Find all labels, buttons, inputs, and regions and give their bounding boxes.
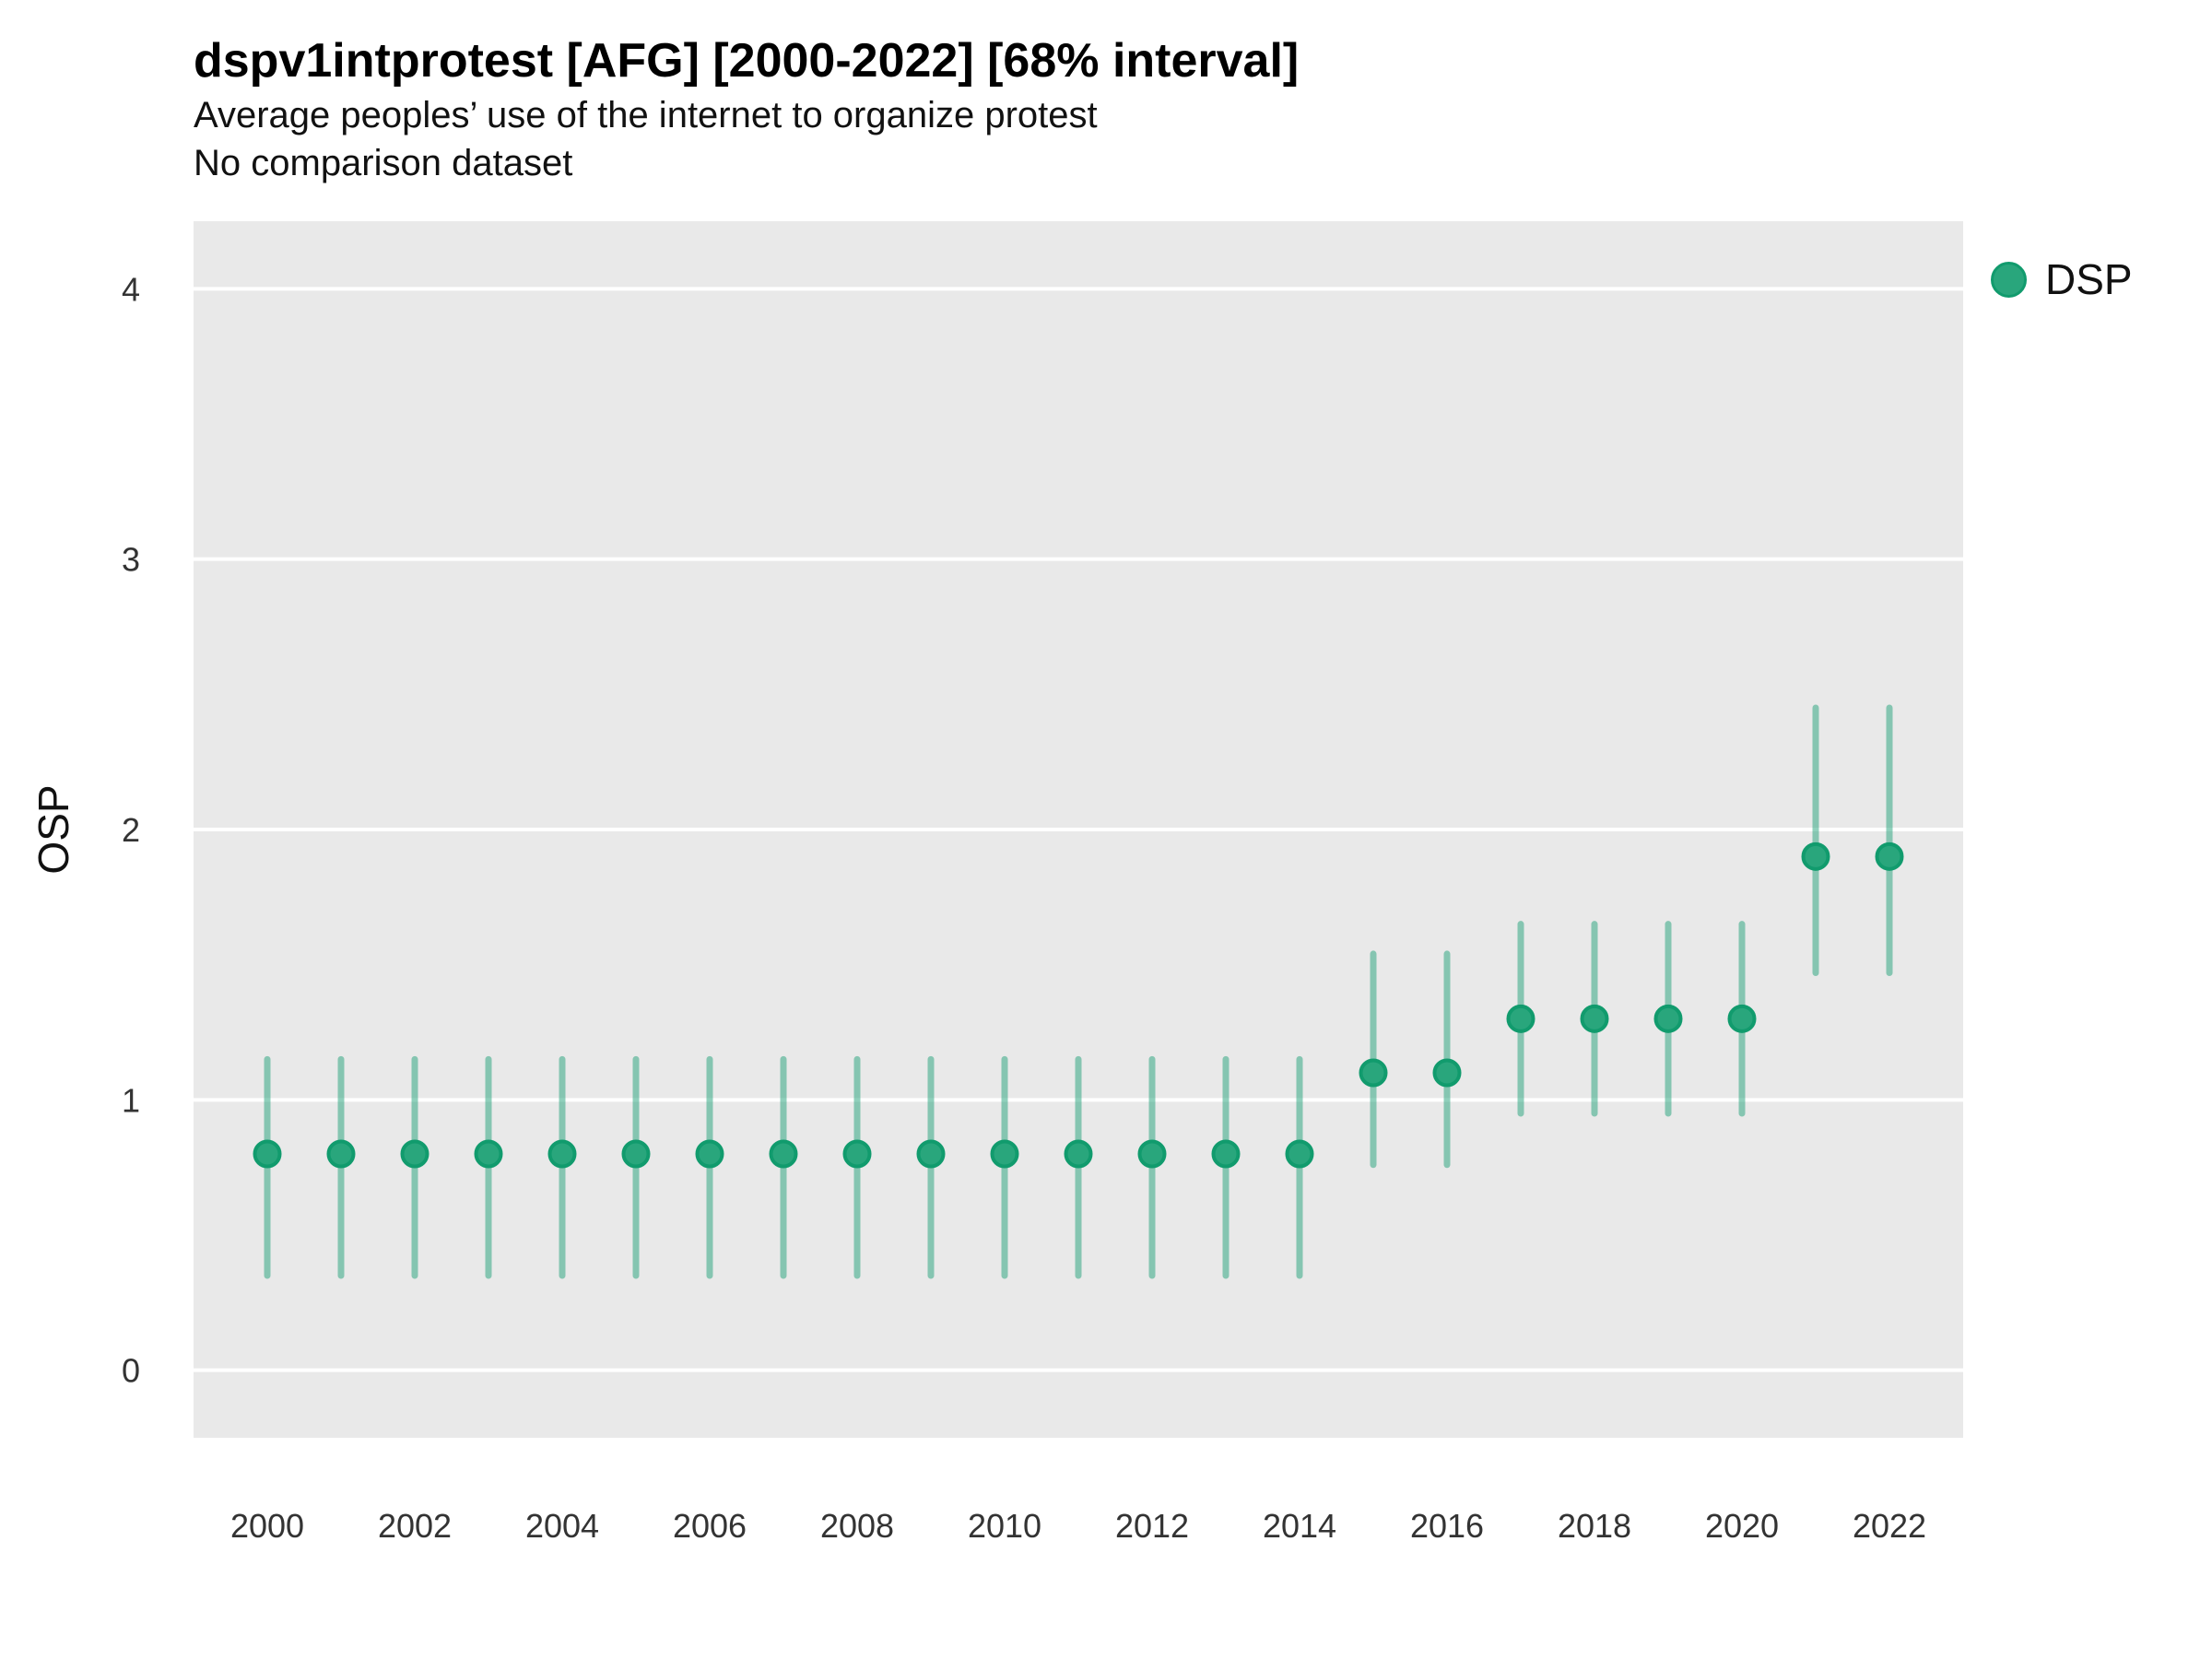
data-point-2022 <box>1875 841 1904 871</box>
data-point-2012 <box>1137 1139 1167 1169</box>
chart-title: dspv1intprotest [AFG] [2000-2022] [68% i… <box>194 34 1300 88</box>
data-point-2021 <box>1801 841 1830 871</box>
legend-label: DSP <box>2045 255 2133 303</box>
data-point-2018 <box>1580 1004 1609 1033</box>
x-tick-label: 2008 <box>820 1507 894 1545</box>
data-point-2008 <box>842 1139 872 1169</box>
x-tick-label: 2002 <box>378 1507 452 1545</box>
data-point-2014 <box>1285 1139 1314 1169</box>
data-point-2013 <box>1211 1139 1241 1169</box>
y-tick-label: 1 <box>122 1081 140 1119</box>
chart-note: No comparison dataset <box>194 143 573 183</box>
data-point-2007 <box>769 1139 798 1169</box>
x-tick-label: 2020 <box>1705 1507 1779 1545</box>
x-tick-label: 2006 <box>673 1507 747 1545</box>
data-point-2009 <box>916 1139 946 1169</box>
data-point-2005 <box>621 1139 651 1169</box>
data-point-2006 <box>695 1139 724 1169</box>
data-point-2016 <box>1432 1058 1462 1088</box>
data-point-2010 <box>990 1139 1019 1169</box>
data-point-2020 <box>1727 1004 1757 1033</box>
y-tick-label: 3 <box>122 541 140 579</box>
data-point-2003 <box>474 1139 503 1169</box>
y-tick-label: 0 <box>122 1352 140 1390</box>
chart-subtitle: Average peoples’ use of the internet to … <box>194 95 1098 135</box>
data-point-2017 <box>1506 1004 1535 1033</box>
x-tick-label: 2004 <box>525 1507 599 1545</box>
legend-marker-icon <box>1991 261 2027 298</box>
legend: DSP <box>1991 254 2133 304</box>
x-tick-label: 2000 <box>230 1507 304 1545</box>
x-tick-label: 2016 <box>1410 1507 1484 1545</box>
x-tick-label: 2014 <box>1263 1507 1336 1545</box>
data-point-2002 <box>400 1139 429 1169</box>
data-point-2004 <box>547 1139 577 1169</box>
x-tick-label: 2012 <box>1115 1507 1189 1545</box>
x-tick-label: 2010 <box>968 1507 1041 1545</box>
data-point-2001 <box>326 1139 356 1169</box>
y-tick-label: 2 <box>122 811 140 849</box>
x-tick-label: 2022 <box>1853 1507 1926 1545</box>
title-block: dspv1intprotest [AFG] [2000-2022] [68% i… <box>194 31 1299 187</box>
data-point-2015 <box>1359 1058 1388 1088</box>
data-point-2011 <box>1064 1139 1093 1169</box>
data-point-2019 <box>1653 1004 1683 1033</box>
x-tick-label: 2018 <box>1558 1507 1631 1545</box>
data-point-2000 <box>253 1139 282 1169</box>
y-tick-label: 4 <box>122 270 140 308</box>
